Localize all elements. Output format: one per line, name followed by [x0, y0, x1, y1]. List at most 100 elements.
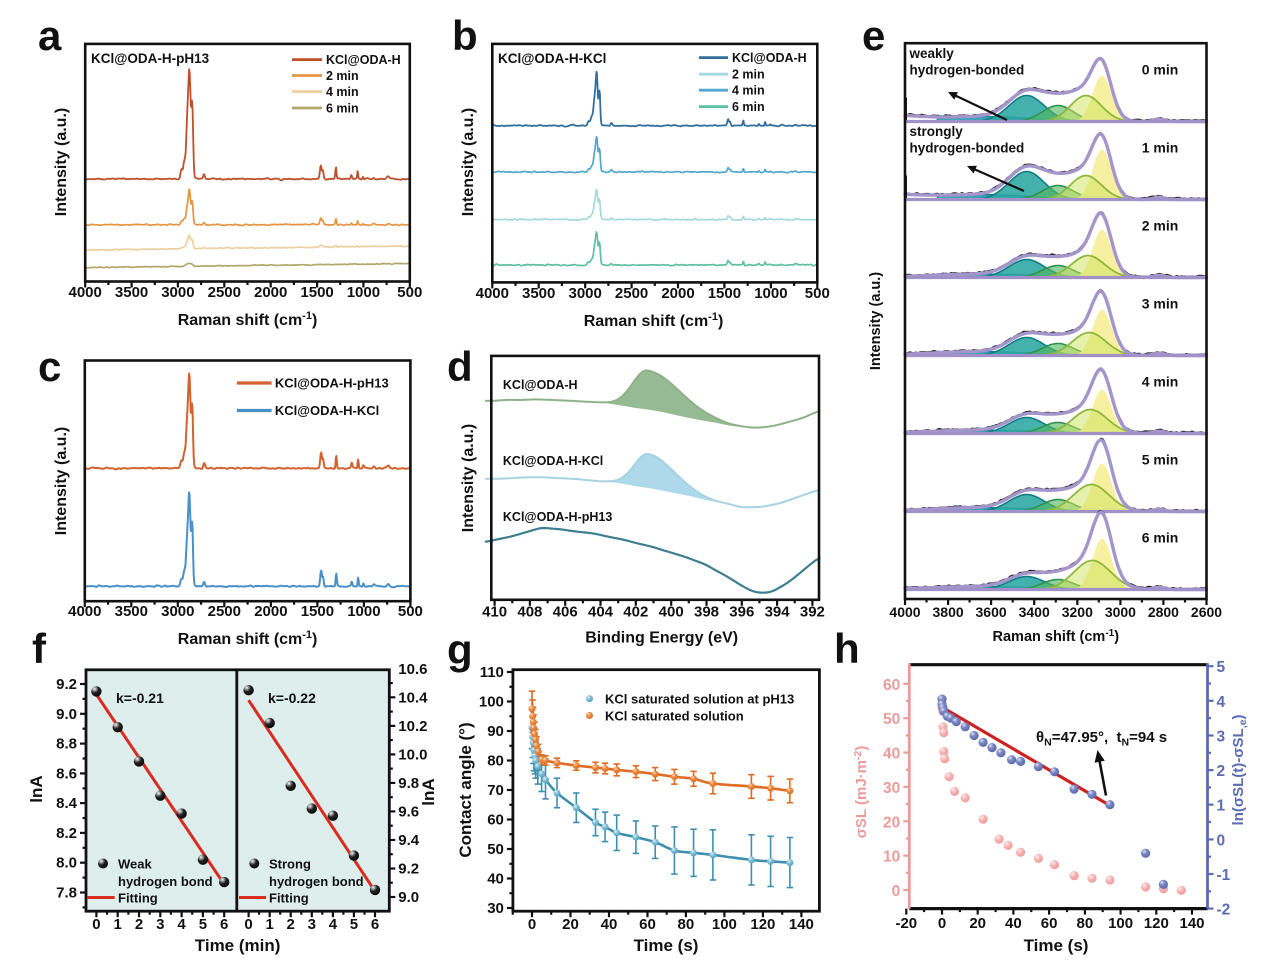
svg-text:9.6: 9.6 — [398, 803, 419, 820]
svg-text:40: 40 — [601, 916, 618, 933]
svg-text:Intensity (a.u.): Intensity (a.u.) — [53, 427, 70, 535]
svg-text:3200: 3200 — [1062, 604, 1093, 620]
svg-text:500: 500 — [398, 603, 423, 620]
svg-text:-1: -1 — [1217, 867, 1231, 884]
svg-text:2 min: 2 min — [1142, 218, 1179, 234]
svg-text:Binding Energy (eV): Binding Energy (eV) — [585, 630, 738, 647]
svg-text:1500: 1500 — [301, 603, 334, 620]
svg-text:8.6: 8.6 — [56, 765, 77, 782]
svg-text:40: 40 — [487, 871, 504, 888]
svg-text:f: f — [32, 625, 47, 672]
svg-text:2 min: 2 min — [732, 68, 765, 82]
svg-text:40: 40 — [883, 746, 900, 763]
svg-text:2600: 2600 — [1191, 604, 1222, 620]
svg-text:100: 100 — [479, 694, 504, 711]
svg-text:70: 70 — [487, 782, 504, 799]
svg-text:Raman shift (cm-1): Raman shift (cm-1) — [584, 311, 724, 330]
svg-text:1500: 1500 — [708, 285, 741, 302]
svg-text:3: 3 — [308, 916, 316, 933]
svg-text:5: 5 — [1217, 659, 1226, 676]
svg-text:0: 0 — [1217, 832, 1226, 849]
svg-text:Raman shift (cm-1): Raman shift (cm-1) — [178, 310, 318, 329]
svg-text:140: 140 — [1179, 915, 1204, 932]
svg-text:g: g — [447, 626, 473, 673]
svg-text:6 min: 6 min — [732, 100, 765, 114]
svg-text:6: 6 — [371, 916, 379, 933]
svg-text:6: 6 — [220, 916, 228, 933]
svg-text:60: 60 — [1041, 915, 1058, 932]
svg-text:h: h — [834, 625, 860, 672]
svg-text:0: 0 — [938, 915, 946, 932]
svg-text:2500: 2500 — [208, 284, 241, 301]
svg-text:strongly: strongly — [910, 124, 964, 139]
svg-text:9.4: 9.4 — [398, 832, 420, 849]
svg-text:20: 20 — [883, 814, 900, 831]
svg-text:lnA: lnA — [27, 775, 46, 802]
svg-text:30: 30 — [487, 900, 504, 917]
svg-text:0: 0 — [244, 916, 252, 933]
svg-text:KCl@ODA-H-pH13: KCl@ODA-H-pH13 — [275, 376, 389, 391]
svg-text:KCl@ODA-H-pH13: KCl@ODA-H-pH13 — [503, 510, 612, 524]
svg-text:6 min: 6 min — [326, 102, 359, 116]
svg-text:Intensity (a.u.): Intensity (a.u.) — [868, 272, 884, 370]
svg-text:80: 80 — [1077, 915, 1094, 932]
svg-text:406: 406 — [553, 604, 578, 621]
svg-text:0: 0 — [528, 916, 536, 933]
svg-text:100: 100 — [712, 916, 737, 933]
svg-text:Contact angle (°): Contact angle (°) — [456, 722, 475, 857]
svg-text:5 min: 5 min — [1142, 452, 1179, 468]
svg-text:9.0: 9.0 — [398, 889, 419, 906]
svg-text:400: 400 — [659, 604, 684, 621]
svg-text:40: 40 — [1005, 915, 1022, 932]
svg-text:10.0: 10.0 — [398, 746, 427, 763]
svg-text:3 min: 3 min — [1142, 296, 1179, 312]
svg-text:50: 50 — [883, 711, 900, 728]
svg-text:Strong: Strong — [269, 857, 311, 872]
svg-text:4000: 4000 — [476, 285, 509, 302]
svg-text:3000: 3000 — [569, 285, 602, 302]
svg-text:60: 60 — [883, 677, 900, 694]
svg-text:1000: 1000 — [754, 285, 787, 302]
svg-text:3800: 3800 — [933, 604, 964, 620]
svg-text:100: 100 — [1108, 915, 1133, 932]
svg-text:4000: 4000 — [69, 284, 102, 301]
svg-text:20: 20 — [562, 916, 579, 933]
svg-text:8.4: 8.4 — [56, 795, 78, 812]
svg-text:50: 50 — [487, 841, 504, 858]
svg-text:hydrogen-bonded: hydrogen-bonded — [910, 141, 1025, 156]
svg-text:lnA: lnA — [419, 778, 438, 805]
svg-text:9.8: 9.8 — [398, 775, 419, 792]
svg-text:1: 1 — [114, 916, 122, 933]
svg-text:2500: 2500 — [615, 285, 648, 302]
svg-text:9.0: 9.0 — [56, 706, 77, 723]
svg-text:5: 5 — [350, 916, 358, 933]
svg-text:4000: 4000 — [889, 604, 920, 620]
svg-text:80: 80 — [487, 753, 504, 770]
svg-text:0: 0 — [892, 883, 901, 900]
svg-text:KCl@ODA-H: KCl@ODA-H — [732, 51, 807, 65]
svg-text:9.2: 9.2 — [398, 861, 419, 878]
svg-text:500: 500 — [805, 285, 830, 302]
svg-text:8.2: 8.2 — [56, 825, 77, 842]
svg-text:Raman shift (cm-1): Raman shift (cm-1) — [178, 629, 318, 648]
svg-text:-2: -2 — [1217, 902, 1231, 919]
svg-text:KCl saturated solution at pH13: KCl saturated solution at pH13 — [605, 692, 794, 707]
svg-text:hydrogen-bonded: hydrogen-bonded — [910, 63, 1025, 78]
svg-text:3600: 3600 — [976, 604, 1007, 620]
svg-text:3500: 3500 — [115, 603, 148, 620]
svg-text:1: 1 — [1217, 798, 1226, 815]
svg-text:b: b — [452, 12, 478, 59]
svg-text:1000: 1000 — [347, 603, 380, 620]
svg-text:500: 500 — [397, 284, 422, 301]
svg-text:Weak: Weak — [118, 857, 152, 872]
svg-text:394: 394 — [765, 604, 791, 621]
svg-text:4 min: 4 min — [732, 84, 765, 98]
svg-text:3500: 3500 — [522, 285, 555, 302]
svg-text:hydrogen bond: hydrogen bond — [269, 874, 364, 889]
svg-text:k=-0.21: k=-0.21 — [116, 690, 164, 706]
svg-text:8.0: 8.0 — [56, 855, 77, 872]
svg-text:408: 408 — [517, 604, 542, 621]
svg-text:4: 4 — [177, 916, 186, 933]
svg-text:3: 3 — [1217, 729, 1226, 746]
svg-text:5: 5 — [199, 916, 207, 933]
